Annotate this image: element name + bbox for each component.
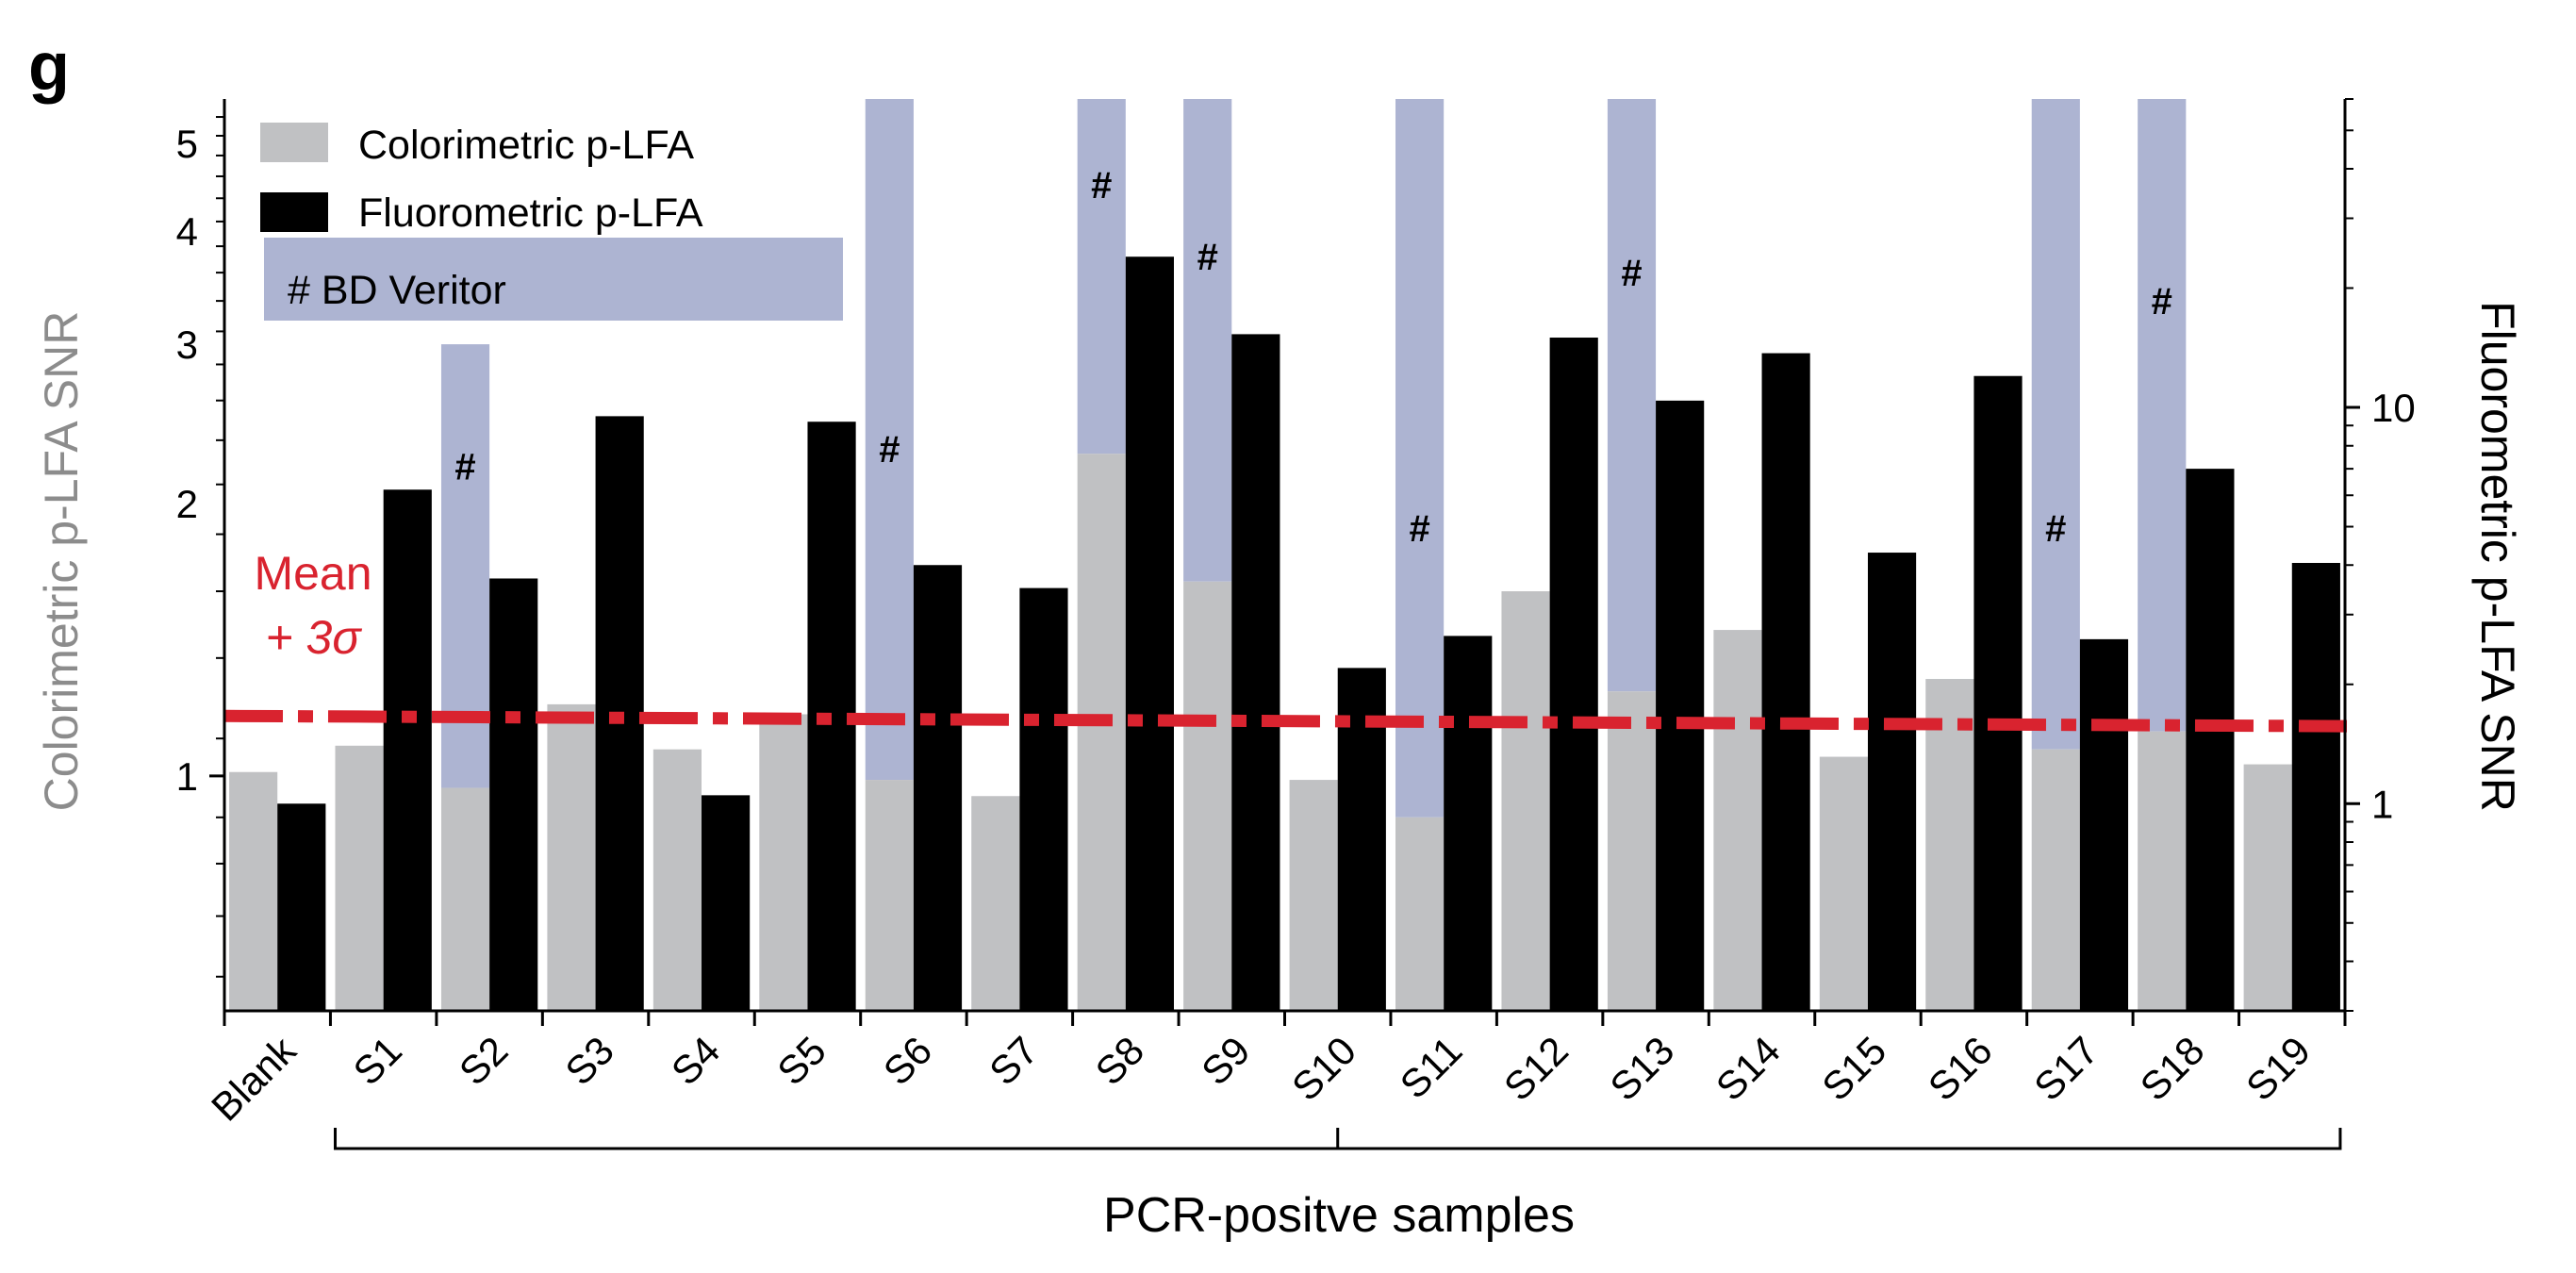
colorimetric-bar-s2: [440, 787, 490, 1011]
x-tick-label-s9: S9: [1193, 1028, 1259, 1094]
colorimetric-bar-s11: [1395, 817, 1445, 1011]
legend: Colorimetric p-LFA Fluorometric p-LFA # …: [260, 123, 843, 321]
colorimetric-bar-blank: [229, 771, 278, 1011]
legend-swatch-colorimetric: [260, 123, 328, 162]
bd-veritor-marker-s8: #: [1091, 165, 1112, 207]
bd-veritor-bar-s6: [865, 99, 914, 781]
legend-swatch-bd-veritor: [264, 238, 843, 321]
colorimetric-bar-s8: [1077, 454, 1126, 1011]
colorimetric-bar-s19: [2243, 764, 2292, 1011]
bar-series: [229, 256, 2340, 1012]
colorimetric-bar-s15: [1819, 756, 1868, 1011]
fluorometric-bar-s6: [913, 565, 963, 1011]
bd-veritor-marker-s18: #: [2152, 281, 2172, 322]
bd-veritor-bar-s13: [1607, 99, 1657, 692]
left-tick-label-1: 1: [176, 754, 198, 799]
bd-veritor-overlay: [440, 99, 2187, 818]
right-tick-label-1: 1: [2371, 782, 2393, 826]
threshold-label-line1: Mean: [254, 547, 372, 600]
x-tick-label-s17: S17: [2025, 1028, 2106, 1109]
colorimetric-bar-s18: [2138, 731, 2187, 1011]
x-tick-label-s10: S10: [1283, 1028, 1364, 1109]
bd-veritor-bar-s11: [1395, 99, 1445, 818]
colorimetric-bar-s1: [335, 745, 384, 1011]
x-tick-label-blank: Blank: [203, 1027, 305, 1129]
x-tick-label-s2: S2: [451, 1028, 517, 1094]
colorimetric-bar-s13: [1607, 691, 1657, 1011]
colorimetric-bar-s7: [971, 796, 1020, 1011]
colorimetric-bar-s6: [865, 780, 914, 1011]
bd-veritor-marker-s17: #: [2045, 508, 2066, 550]
colorimetric-bar-s10: [1289, 780, 1338, 1011]
x-tick-label-s1: S1: [344, 1028, 410, 1094]
x-tick-label-s11: S11: [1392, 1028, 1471, 1107]
fluorometric-bar-s19: [2291, 562, 2340, 1011]
left-axis-title: Colorimetric p-LFA SNR: [35, 311, 88, 812]
x-tick-label-s3: S3: [556, 1028, 622, 1094]
x-tick-label-s18: S18: [2132, 1028, 2213, 1109]
fluorometric-bar-s16: [1973, 375, 2023, 1011]
left-tick-label-5: 5: [176, 122, 198, 166]
x-tick-label-s13: S13: [1601, 1028, 1682, 1109]
x-tick-label-s15: S15: [1813, 1028, 1894, 1109]
x-tick-label-s6: S6: [875, 1028, 941, 1094]
fluorometric-bar-s7: [1019, 587, 1068, 1011]
panel-label: g: [28, 29, 70, 105]
fluorometric-bar-blank: [277, 803, 326, 1011]
x-tick-label-s5: S5: [768, 1028, 834, 1094]
legend-label-bd-veritor: # BD Veritor: [288, 268, 506, 313]
legend-label-fluorometric: Fluorometric p-LFA: [358, 190, 703, 236]
bd-veritor-markers: # # # # # # # #: [454, 165, 2171, 550]
x-tick-label-s19: S19: [2237, 1028, 2319, 1109]
x-tick-label-s4: S4: [663, 1028, 729, 1094]
fluorometric-bar-s2: [489, 578, 538, 1011]
bd-veritor-marker-s13: #: [1621, 253, 1642, 294]
colorimetric-bar-s9: [1183, 581, 1232, 1011]
fluorometric-bar-s11: [1444, 636, 1493, 1011]
bd-veritor-marker-s9: #: [1197, 237, 1218, 278]
fluorometric-bar-s9: [1231, 334, 1280, 1011]
x-tick-label-s8: S8: [1087, 1028, 1153, 1094]
fluorometric-bar-s18: [2186, 469, 2235, 1011]
threshold-label-line2: + 3σ: [265, 611, 362, 664]
bd-veritor-marker-s6: #: [879, 429, 900, 471]
fluorometric-bar-s4: [702, 795, 751, 1011]
colorimetric-bar-s5: [759, 714, 808, 1011]
fluorometric-bar-s8: [1125, 256, 1174, 1012]
right-axis-title: Fluorometric p-LFA SNR: [2471, 301, 2524, 812]
left-tick-label-2: 2: [176, 482, 198, 526]
bd-veritor-bar-s9: [1183, 99, 1232, 582]
colorimetric-bar-s17: [2031, 749, 2080, 1011]
colorimetric-bar-s12: [1501, 591, 1550, 1011]
threshold-line: [223, 709, 2348, 733]
right-tick-label-10: 10: [2371, 386, 2416, 430]
colorimetric-bar-s4: [652, 749, 702, 1011]
x-tick-label-s16: S16: [1920, 1028, 2001, 1109]
fluorometric-bar-s12: [1549, 338, 1598, 1011]
fluorometric-bar-s1: [383, 489, 432, 1011]
fluorometric-bar-s14: [1761, 353, 1810, 1011]
x-tick-label-s12: S12: [1495, 1028, 1577, 1109]
fluorometric-bar-s15: [1867, 553, 1917, 1011]
bd-veritor-bar-s17: [2031, 99, 2080, 750]
x-tick-label-s7: S7: [981, 1028, 1047, 1094]
bd-veritor-bar-s8: [1077, 99, 1126, 455]
colorimetric-bar-s3: [547, 703, 596, 1011]
colorimetric-bar-s16: [1925, 679, 1974, 1011]
x-axis-title: PCR-positve samples: [1103, 1188, 1575, 1243]
left-tick-label-4: 4: [176, 209, 198, 254]
fluorometric-bar-s13: [1656, 400, 1705, 1012]
colorimetric-bar-s14: [1713, 630, 1762, 1011]
left-tick-label-3: 3: [176, 322, 198, 367]
fluorometric-bar-s17: [2079, 638, 2129, 1011]
x-tick-label-s14: S14: [1708, 1028, 1789, 1109]
legend-label-colorimetric: Colorimetric p-LFA: [358, 123, 694, 168]
bd-veritor-marker-s11: #: [1409, 508, 1429, 550]
bd-veritor-marker-s2: #: [454, 446, 475, 488]
legend-swatch-fluorometric: [260, 192, 328, 232]
bd-veritor-bar-s18: [2138, 99, 2187, 732]
